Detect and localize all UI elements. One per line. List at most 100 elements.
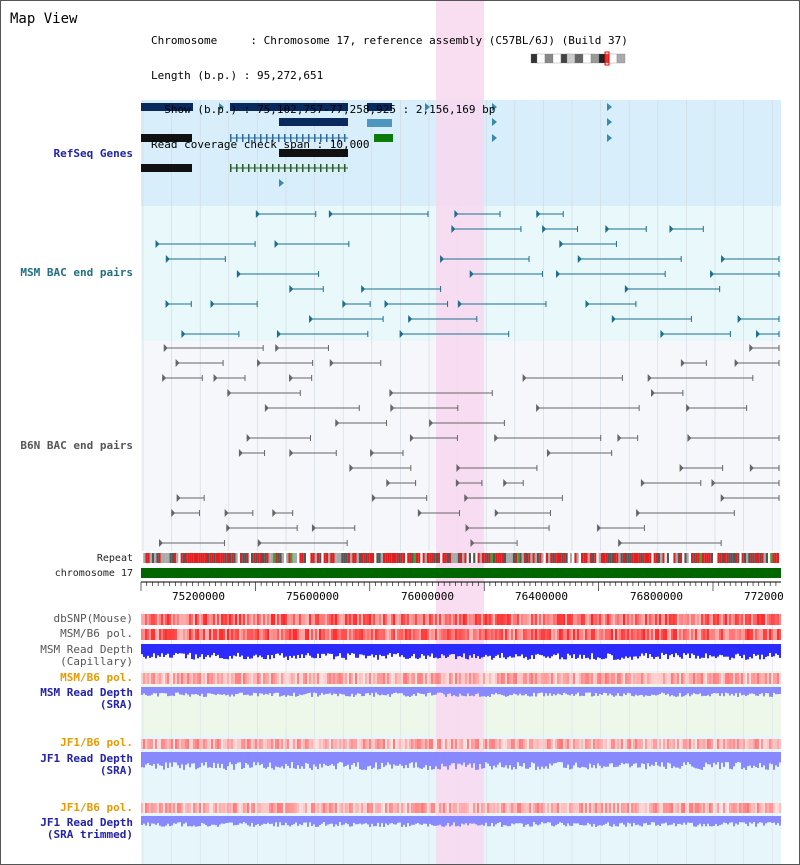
msm-depth-sra-bar [501, 687, 503, 696]
jf1-depth-trimmed-bar [571, 816, 573, 827]
jf1-pol-strip-2 [637, 803, 639, 813]
dbsnp-strip [307, 614, 309, 625]
msm-depth-capillary-bar [453, 644, 455, 655]
jf1-depth-sra-bar [533, 752, 535, 764]
jf1-pol-strip-2 [729, 803, 731, 813]
repeat-segment [378, 553, 381, 563]
track-label-msm-bac[interactable]: MSM BAC end pairs [20, 266, 133, 279]
msm-depth-sra-bar [671, 687, 673, 696]
msm-depth-capillary-bar [323, 644, 325, 654]
gene-exon [320, 134, 322, 142]
msm-pol-strip-2 [387, 673, 389, 684]
jf1-depth-sra-bar [451, 752, 453, 764]
msm-pol-strip-2 [363, 673, 365, 684]
dbsnp-strip [243, 614, 245, 625]
track-label-refseq[interactable]: RefSeq Genes [53, 147, 133, 160]
jf1-depth-sra-bar [343, 752, 345, 767]
jf1-depth-sra-bar [201, 752, 203, 763]
msm-pol-strip-2 [769, 673, 771, 684]
msm-depth-sra-bar [209, 687, 211, 694]
jf1-pol-strip [175, 739, 177, 749]
msm-pol-strip [705, 629, 707, 640]
repeat-segment [215, 553, 218, 563]
msm-pol-strip-2 [549, 673, 551, 684]
msm-pol-strip-2 [259, 673, 261, 684]
jf1-depth-trimmed-bar [399, 816, 401, 823]
msm-pol-strip [147, 629, 149, 640]
msm-depth-sra-bar [205, 687, 207, 697]
msm-depth-capillary-bar [719, 644, 721, 655]
msm-depth-capillary-bar [427, 644, 429, 656]
msm-pol-strip [193, 629, 195, 640]
msm-depth-capillary-bar [179, 644, 181, 654]
track-label-msm-depth-sra: MSM Read Depth (SRA) [40, 686, 133, 711]
jf1-depth-sra-bar [553, 752, 555, 764]
jf1-depth-trimmed-bar [657, 816, 659, 825]
msm-depth-sra-bar [585, 687, 587, 693]
jf1-depth-sra-bar [233, 752, 235, 770]
jf1-depth-sra-bar [421, 752, 423, 769]
msm-pol-strip [735, 629, 737, 640]
msm-depth-sra-bar [779, 687, 781, 694]
dbsnp-strip [417, 614, 419, 625]
gene-exon [260, 134, 262, 142]
jf1-depth-sra-bar [369, 752, 371, 766]
jf1-depth-trimmed-bar [207, 816, 209, 827]
jf1-depth-sra-bar [215, 752, 217, 769]
jf1-pol-strip-2 [177, 803, 179, 813]
jf1-depth-sra-bar [455, 752, 457, 770]
msm-depth-capillary-bar [409, 644, 411, 659]
repeat-segment [299, 553, 302, 563]
jf1-depth-trimmed-bar [563, 816, 565, 825]
jf1-depth-trimmed-bar [147, 816, 149, 823]
msm-pol-strip [459, 629, 461, 640]
msm-pol-strip [463, 629, 465, 640]
jf1-pol-strip [747, 739, 749, 749]
msm-pol-strip [381, 629, 383, 640]
jf1-pol-strip-2 [739, 803, 741, 813]
msm-depth-sra-bar [235, 687, 237, 694]
msm-bac-pair-end [440, 255, 445, 263]
dbsnp-strip [693, 614, 695, 625]
msm-pol-strip [273, 629, 275, 640]
msm-pol-strip [561, 629, 563, 640]
msm-depth-capillary-bar [523, 644, 525, 659]
jf1-depth-trimmed-bar [741, 816, 743, 823]
jf1-pol-strip [669, 739, 671, 749]
jf1-pol-strip [163, 739, 165, 749]
repeat-segment [471, 553, 474, 563]
jf1-pol-strip-2 [645, 803, 647, 813]
msm-depth-sra-bar [381, 687, 383, 695]
msm-depth-sra-bar [285, 687, 287, 697]
msm-depth-sra-bar [627, 687, 629, 693]
jf1-pol-strip-2 [717, 803, 719, 813]
jf1-depth-trimmed-bar [627, 816, 629, 823]
jf1-pol-strip [463, 739, 465, 749]
repeat-segment [180, 553, 183, 563]
msm-pol-strip [755, 629, 757, 640]
msm-depth-sra-bar [729, 687, 731, 696]
msm-pol-strip-2 [753, 673, 755, 684]
jf1-depth-sra-bar [353, 752, 355, 764]
jf1-pol-strip [361, 739, 363, 749]
jf1-pol-strip [157, 739, 159, 749]
jf1-pol-strip-2 [501, 803, 503, 813]
msm-pol-strip [149, 629, 151, 640]
jf1-depth-sra-bar [499, 752, 501, 763]
track-label-b6n-bac[interactable]: B6N BAC end pairs [20, 439, 133, 452]
msm-pol-strip-2 [689, 673, 691, 684]
msm-depth-sra-bar [219, 687, 221, 695]
msm-pol-strip-2 [239, 673, 241, 684]
msm-depth-sra-bar [535, 687, 537, 697]
msm-bac-pair-end [408, 315, 413, 323]
jf1-pol-strip [693, 739, 695, 749]
repeat-segment [369, 553, 372, 563]
msm-pol-strip [257, 629, 259, 640]
jf1-depth-trimmed-bar [341, 816, 343, 826]
repeat-segment [669, 553, 672, 563]
msm-depth-capillary-bar [529, 644, 531, 659]
jf1-pol-strip [309, 739, 311, 749]
dbsnp-strip [685, 614, 687, 625]
dbsnp-strip [705, 614, 707, 625]
